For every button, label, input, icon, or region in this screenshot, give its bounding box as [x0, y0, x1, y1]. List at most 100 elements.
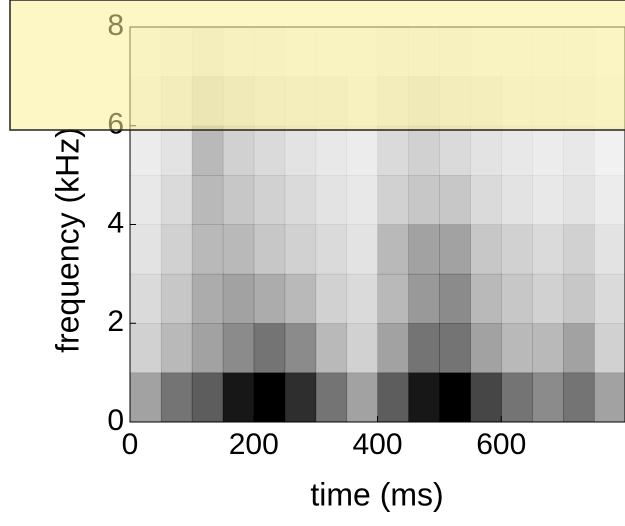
- heatmap-cell: [377, 372, 409, 422]
- heatmap-cell: [532, 323, 564, 374]
- heatmap-cell: [408, 224, 440, 275]
- heatmap-cell: [346, 175, 378, 225]
- heatmap-cell: [594, 273, 625, 324]
- heatmap-cell: [346, 372, 378, 422]
- heatmap-cell: [191, 273, 224, 324]
- heatmap-cell: [532, 125, 564, 176]
- heatmap-cell: [532, 224, 564, 275]
- heatmap-cell: [222, 273, 255, 324]
- heatmap-cell: [315, 224, 348, 275]
- heatmap-cell: [284, 323, 317, 374]
- heatmap-cell: [315, 323, 348, 374]
- heatmap-cell: [532, 175, 564, 225]
- highlight-overlay: [9, 0, 625, 131]
- x-tick-label: 600: [476, 428, 526, 461]
- heatmap-cell: [253, 372, 286, 422]
- heatmap-cell: [346, 273, 378, 324]
- y-tick-label: 0: [107, 404, 124, 437]
- heatmap-cell: [346, 125, 378, 176]
- heatmap-cell: [130, 273, 162, 324]
- heatmap-cell: [563, 125, 595, 176]
- heatmap-cell: [563, 224, 595, 275]
- heatmap-cell: [439, 125, 471, 176]
- heatmap-cell: [346, 224, 378, 275]
- heatmap-cell: [408, 323, 440, 374]
- heatmap-cell: [130, 224, 162, 275]
- heatmap-cell: [191, 224, 224, 275]
- heatmap-cell: [315, 175, 348, 225]
- heatmap-cell: [563, 175, 595, 225]
- heatmap-cell: [408, 372, 440, 422]
- heatmap-cell: [160, 224, 193, 275]
- heatmap-cell: [191, 372, 224, 422]
- heatmap-cell: [253, 175, 286, 225]
- heatmap-cell: [253, 273, 286, 324]
- x-tick-label: 0: [122, 428, 139, 461]
- heatmap-cell: [377, 175, 409, 225]
- heatmap-cell: [130, 125, 162, 176]
- heatmap-cell: [501, 273, 533, 324]
- heatmap-cell: [222, 175, 255, 225]
- heatmap-cell: [284, 372, 317, 422]
- heatmap-cell: [594, 224, 625, 275]
- heatmap-cell: [501, 224, 533, 275]
- heatmap-cell: [222, 125, 255, 176]
- heatmap-cell: [222, 372, 255, 422]
- heatmap-cell: [191, 125, 224, 176]
- y-axis-label: frequency (kHz): [49, 127, 85, 353]
- heatmap-cell: [470, 125, 502, 176]
- heatmap-cell: [284, 125, 317, 176]
- heatmap-cell: [532, 273, 564, 324]
- heatmap-cell: [377, 273, 409, 324]
- heatmap-cell: [470, 372, 502, 422]
- x-tick-label: 400: [352, 428, 402, 461]
- heatmap-cell: [563, 323, 595, 374]
- heatmap-cell: [439, 323, 471, 374]
- heatmap-cell: [284, 224, 317, 275]
- heatmap-cell: [594, 175, 625, 225]
- heatmap-cell: [501, 125, 533, 176]
- heatmap-cell: [315, 372, 348, 422]
- heatmap-cell: [377, 224, 409, 275]
- heatmap-cell: [594, 125, 625, 176]
- heatmap-area: [130, 27, 625, 422]
- heatmap-cell: [439, 224, 471, 275]
- heatmap-cell: [594, 372, 625, 422]
- heatmap-cell: [408, 125, 440, 176]
- heatmap-cell: [563, 372, 595, 422]
- heatmap-cell: [470, 175, 502, 225]
- heatmap-cell: [160, 323, 193, 374]
- heatmap-cell: [501, 323, 533, 374]
- heatmap-cell: [160, 125, 193, 176]
- y-tick-label: 4: [107, 206, 124, 239]
- x-tick-label: 200: [229, 428, 279, 461]
- heatmap-cell: [470, 224, 502, 275]
- heatmap-cell: [160, 372, 193, 422]
- heatmap-cell: [377, 125, 409, 176]
- heatmap-cell: [470, 273, 502, 324]
- heatmap-cell: [377, 323, 409, 374]
- heatmap-cell: [284, 175, 317, 225]
- heatmap-cell: [532, 372, 564, 422]
- heatmap-cell: [130, 323, 162, 374]
- heatmap-cell: [594, 323, 625, 374]
- heatmap-cell: [222, 224, 255, 275]
- heatmap-cell: [408, 273, 440, 324]
- heatmap-cell: [160, 175, 193, 225]
- heatmap-cell: [346, 323, 378, 374]
- y-tick-label: 2: [107, 305, 124, 338]
- heatmap-cell: [191, 323, 224, 374]
- heatmap-cell: [439, 372, 471, 422]
- x-axis-label: time (ms): [310, 476, 443, 512]
- heatmap-cell: [439, 273, 471, 324]
- heatmap-cell: [130, 175, 162, 225]
- heatmap-cell: [408, 175, 440, 225]
- heatmap-cell: [563, 273, 595, 324]
- heatmap-cell: [501, 372, 533, 422]
- heatmap-cell: [130, 372, 162, 422]
- heatmap-cell: [253, 125, 286, 176]
- heatmap-cell: [222, 323, 255, 374]
- heatmap-cell: [160, 273, 193, 324]
- heatmap-cell: [315, 125, 348, 176]
